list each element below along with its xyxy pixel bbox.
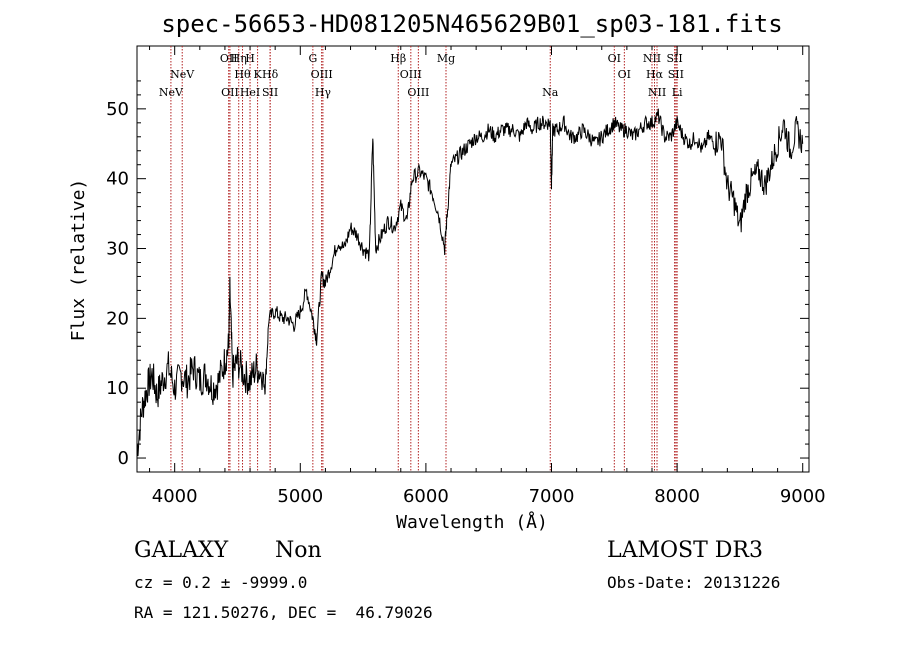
x-axis-label: Wavelength (Å) [396, 511, 548, 533]
redshift-readout: cz = 0.2 ± -9999.0 [134, 573, 308, 592]
x-tick-label: 7000 [529, 486, 575, 507]
line-label-6: H [245, 52, 255, 65]
line-label-3: OII [221, 86, 239, 99]
line-label-11: G [308, 52, 317, 65]
x-tick-label: 8000 [654, 486, 700, 507]
y-tick-label: 50 [106, 99, 129, 120]
y-tick-label: 20 [106, 308, 129, 329]
plot-frame [136, 45, 810, 473]
line-label-7: HeI [240, 86, 260, 99]
chart-title: spec-56653-HD081205N465629B01_sp03-181.f… [161, 10, 782, 38]
line-label-9: Hδ [262, 68, 279, 81]
x-tick-label: 5000 [277, 486, 323, 507]
line-label-1: NeV [170, 68, 195, 81]
y-axis: 0 10 20 30 40 50 [106, 80, 809, 469]
emission-line-markers [170, 46, 678, 472]
line-label-25: SII [668, 68, 684, 81]
line-label-14: Hβ [390, 52, 406, 65]
line-label-24: SII [666, 52, 682, 65]
line-label-10: SII [262, 86, 278, 99]
survey-label: LAMOST DR3 [607, 538, 763, 563]
obs-date: Obs-Date: 20131226 [607, 573, 781, 592]
line-label-17: Mg [437, 52, 455, 65]
line-label-0: NeV [159, 86, 184, 99]
spectrum-line [136, 108, 804, 457]
line-label-13: Hγ [315, 86, 332, 99]
line-label-16: OIII [407, 86, 429, 99]
line-label-8: K [253, 68, 262, 81]
object-subclass: Non [275, 538, 322, 563]
y-axis-label: Flux (relative) [68, 179, 89, 342]
line-label-4: Hη [231, 52, 247, 65]
line-label-20: OI [618, 68, 631, 81]
y-tick-label: 10 [106, 378, 129, 399]
line-label-21: NII [643, 52, 661, 65]
x-tick-label: 9000 [780, 486, 826, 507]
line-label-22: Hα [646, 68, 664, 81]
y-tick-label: 0 [118, 448, 129, 469]
x-axis: 4000 5000 6000 7000 8000 9000 [149, 46, 826, 507]
line-label-18: Na [542, 86, 559, 99]
line-label-2: OII [220, 52, 238, 65]
x-tick-label: 6000 [403, 486, 449, 507]
y-tick-label: 30 [106, 239, 129, 260]
x-tick-label: 4000 [152, 486, 198, 507]
object-class: GALAXY [134, 538, 229, 563]
line-label-12: OIII [311, 68, 333, 81]
line-label-19: OI [608, 52, 621, 65]
line-label-5: Hθ [234, 68, 251, 81]
y-tick-label: 40 [106, 169, 129, 190]
line-label-26: Li [672, 86, 683, 99]
line-label-23: NII [648, 86, 666, 99]
line-label-15: OIII [400, 68, 422, 81]
coordinates: RA = 121.50276, DEC = 46.79026 [134, 603, 433, 622]
